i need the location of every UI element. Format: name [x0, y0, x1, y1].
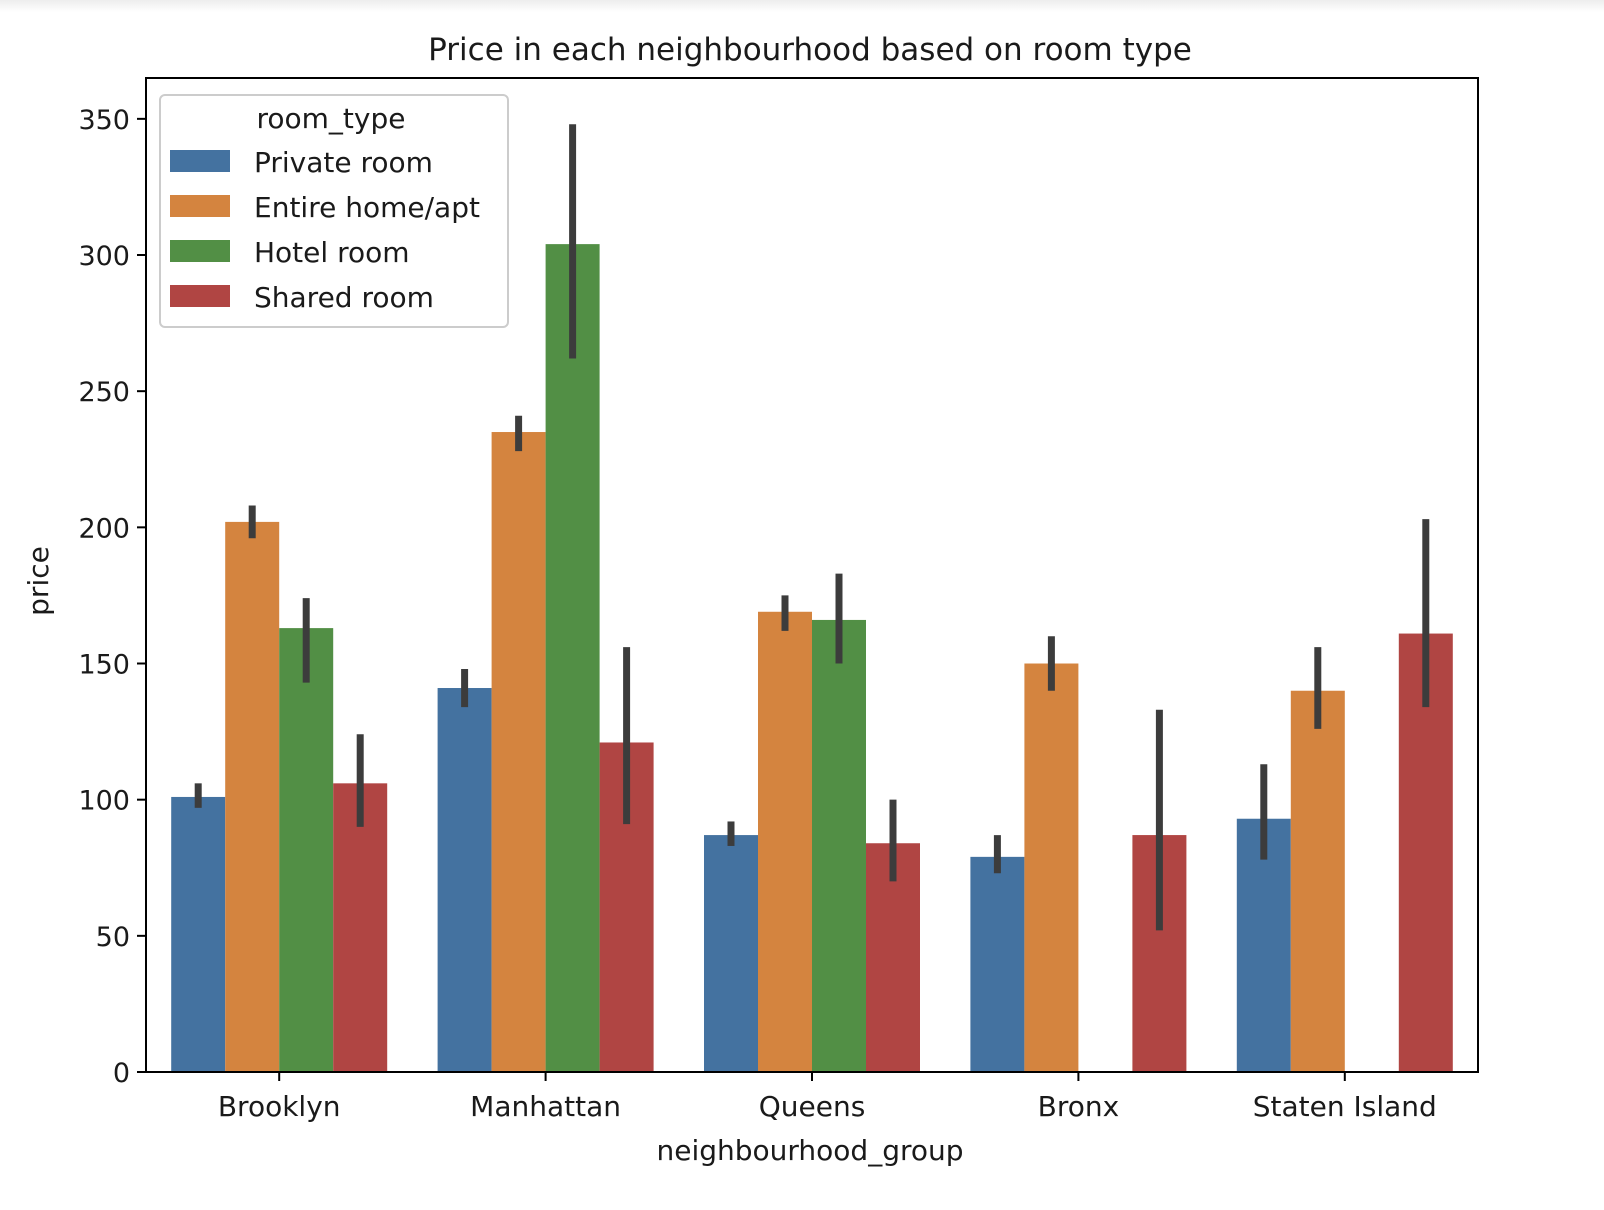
bar-entire-home-apt-manhattan: [491, 432, 546, 1072]
bar-private-room-queens: [704, 835, 758, 1072]
legend-entry-label: Entire home/apt: [254, 191, 480, 224]
x-tick-label: Staten Island: [1253, 1090, 1437, 1123]
bar-private-room-bronx: [970, 856, 1025, 1072]
legend: room_type Private room Entire home/apt Hote…: [159, 94, 509, 328]
y-tick-label: 200: [78, 513, 130, 544]
y-tick-label: 350: [78, 105, 130, 136]
bar-entire-home-apt-brooklyn: [225, 521, 280, 1072]
legend-entry-label: Shared room: [254, 281, 434, 314]
legend-swatch: [170, 240, 230, 262]
bar-hotel-room-manhattan: [545, 244, 600, 1072]
x-tick-label: Brooklyn: [218, 1090, 341, 1123]
x-tick-label: Manhattan: [470, 1090, 621, 1123]
legend-entry-label: Private room: [254, 146, 433, 179]
legend-box: [159, 94, 509, 328]
legend-swatch: [170, 150, 230, 172]
y-tick-label: 250: [78, 377, 130, 408]
y-tick-label: 50: [96, 922, 130, 953]
bar-entire-home-apt-staten-island: [1290, 690, 1345, 1072]
plot-area: 0 50 100 150 200 250 300 350 Brooklyn Manhattan Qu…: [78, 77, 1479, 1123]
bar-hotel-room-queens: [812, 619, 866, 1072]
y-tick-label: 0: [113, 1058, 130, 1089]
y-tick-label: 300: [78, 241, 130, 272]
chart-title: Price in each neighbourhood based on roo…: [428, 32, 1192, 68]
bar-entire-home-apt-bronx: [1024, 663, 1079, 1072]
legend-title: room_type: [257, 102, 406, 135]
y-tick-label: 100: [78, 786, 130, 817]
y-axis-label: price: [22, 546, 55, 616]
legend-swatch: [170, 195, 230, 217]
bar-entire-home-apt-queens: [758, 611, 812, 1072]
x-axis-label: neighbourhood_group: [656, 1134, 963, 1167]
bar-private-room-brooklyn: [171, 796, 226, 1072]
bar-shared-room-brooklyn: [333, 783, 388, 1072]
bar-hotel-room-brooklyn: [279, 628, 334, 1072]
x-tick-label: Bronx: [1038, 1090, 1120, 1123]
window-top-band: [0, 0, 1604, 12]
bar-private-room-manhattan: [437, 688, 492, 1072]
x-tick-label: Queens: [759, 1090, 866, 1123]
bar-private-room-staten-island: [1236, 818, 1291, 1072]
y-tick-label: 150: [78, 650, 130, 681]
legend-swatch: [170, 285, 230, 307]
legend-entry-label: Hotel room: [254, 236, 410, 269]
